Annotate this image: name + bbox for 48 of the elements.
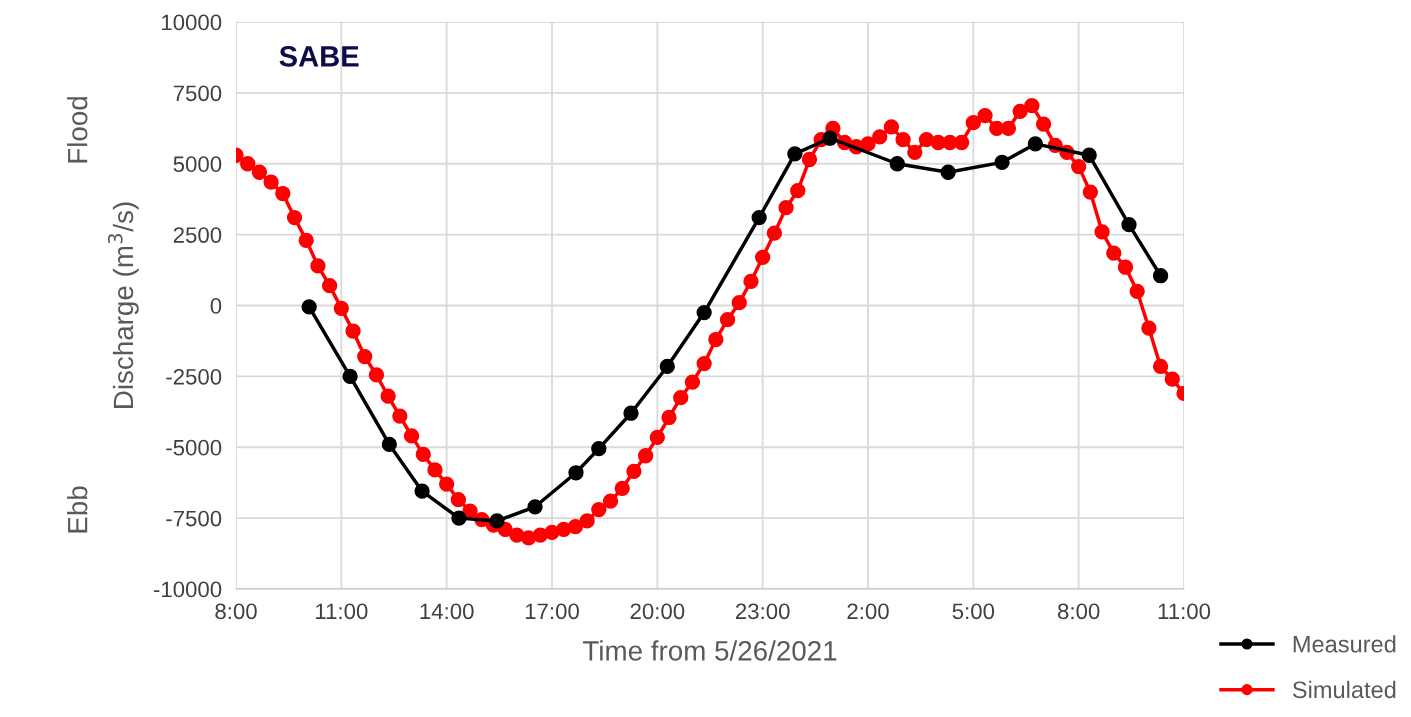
text: SABE	[279, 46, 359, 67]
text: Ebb	[67, 486, 88, 533]
point	[1152, 268, 1169, 284]
point	[1121, 217, 1137, 233]
x-tick-label: 5:00	[952, 603, 995, 620]
text: Flood	[67, 97, 88, 163]
x-tick-label: 14:00	[420, 603, 474, 620]
y-tick-label: 5000	[173, 156, 222, 173]
x-axis-title: Time from 5/26/2021	[583, 640, 837, 661]
x-tick-label: 20:00	[630, 603, 685, 620]
point	[1027, 136, 1044, 152]
point	[451, 510, 467, 526]
y-tick-label: 7500	[173, 85, 222, 102]
point	[751, 209, 767, 226]
x-tick-label: 11:00	[316, 603, 368, 620]
y-tick-label: 10000	[162, 14, 222, 31]
x-tick-label: 2:00	[847, 603, 889, 620]
point	[696, 304, 712, 321]
point	[659, 358, 675, 375]
point	[342, 368, 358, 385]
y-tick-label: -2500	[166, 368, 222, 385]
point	[591, 441, 607, 457]
legend-label: Measured	[1293, 635, 1396, 653]
x-tick-label: 17:00	[525, 603, 579, 620]
point	[568, 465, 584, 481]
point	[301, 299, 317, 315]
y-tick-label: -10000	[153, 581, 222, 598]
x-tick-label: 23:00	[735, 603, 790, 620]
y-axis-title: Discharge (m$^{3}$/s)	[107, 202, 139, 408]
point	[623, 405, 639, 421]
x-tick-label: 11:00	[1158, 603, 1211, 620]
point	[787, 146, 803, 162]
y-tick-label: -7500	[166, 510, 222, 527]
legend-label: Simulated	[1292, 680, 1396, 699]
y-tick-label: 2500	[173, 227, 222, 243]
y-tick-label: -5000	[166, 439, 222, 456]
point	[1081, 147, 1097, 163]
point	[889, 156, 905, 172]
x-tick-label: 8:00	[215, 603, 257, 620]
point	[414, 483, 430, 499]
y-tick-label: 0	[210, 298, 222, 314]
point	[489, 513, 505, 529]
point	[527, 499, 543, 515]
point	[940, 164, 956, 180]
x-tick-label: 8:00	[1058, 603, 1100, 620]
point	[994, 154, 1010, 170]
point	[381, 436, 397, 453]
point	[822, 130, 838, 146]
